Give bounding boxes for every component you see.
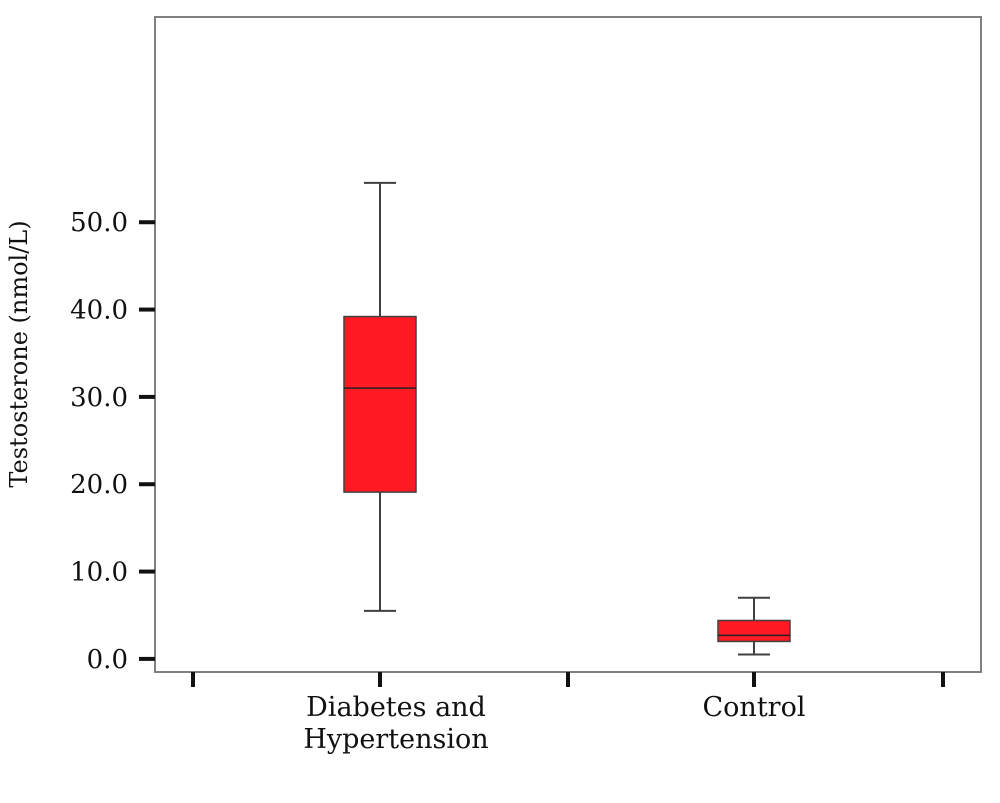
y-axis: 0.0 10.0 20.0 30.0 40.0 50.0 <box>70 208 155 675</box>
x-tick-label: Diabetes and <box>306 692 486 723</box>
iqr-box <box>343 315 417 493</box>
y-axis-title: Testosterone (nmol/L) <box>5 220 33 487</box>
boxes <box>343 181 791 656</box>
box-group <box>343 181 417 612</box>
x-tick-label: Hypertension <box>303 724 488 755</box>
iqr-box <box>717 619 791 643</box>
y-tick-label: 0.0 <box>87 645 128 675</box>
x-tick-label: Control <box>703 692 806 723</box>
y-tick-label: 10.0 <box>70 558 128 588</box>
y-tick-label: 50.0 <box>70 208 128 238</box>
plot-frame <box>154 16 982 673</box>
y-tick-label: 40.0 <box>70 296 128 326</box>
y-tick-label: 30.0 <box>70 383 128 413</box>
y-tick-label: 20.0 <box>70 470 128 500</box>
box-group <box>717 596 791 656</box>
